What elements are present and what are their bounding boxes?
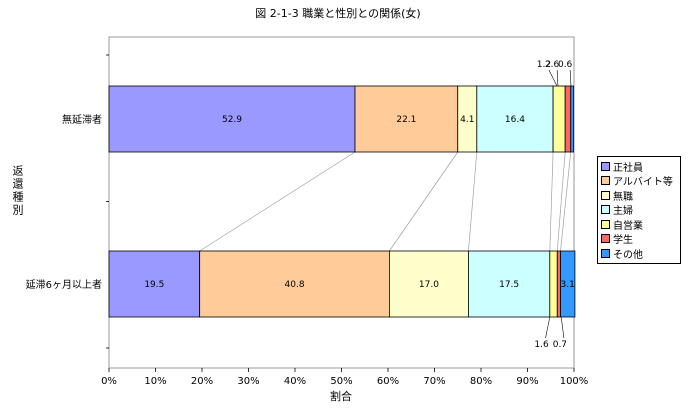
series-line xyxy=(468,151,478,252)
data-label: 0.7 xyxy=(553,340,567,350)
bar-segment xyxy=(468,250,551,318)
legend-swatch xyxy=(601,190,610,200)
legend-item: 学生 xyxy=(601,232,677,247)
x-tick-label: 70% xyxy=(423,376,445,387)
category-label: 延滞6ヶ月以上者 xyxy=(26,279,102,291)
bar-segment xyxy=(560,250,576,318)
x-axis-title: 割合 xyxy=(330,389,352,403)
legend-swatch xyxy=(601,161,610,171)
series-line xyxy=(389,151,459,252)
legend-swatch xyxy=(601,248,610,258)
legend-label: 自営業 xyxy=(613,220,643,232)
data-label: 17.0 xyxy=(419,280,439,290)
chart-title: 図 2-1-3 職業と性別との関係(女) xyxy=(255,6,420,20)
legend-item: アルバイト等 xyxy=(601,174,677,189)
series-line xyxy=(549,151,554,252)
bar-segment xyxy=(552,85,566,153)
legend-item: 正社員 xyxy=(601,159,677,174)
bar-segment xyxy=(564,85,572,153)
x-tick-label: 40% xyxy=(284,376,306,387)
legend-label: アルバイト等 xyxy=(613,177,673,189)
x-tick-label: 0% xyxy=(101,376,117,387)
series-line xyxy=(560,151,572,252)
data-label: 40.8 xyxy=(285,280,305,290)
data-label: 22.1 xyxy=(396,115,416,125)
x-tick-label: 80% xyxy=(470,376,492,387)
x-tick-label: 100% xyxy=(560,376,589,387)
x-tick-label: 60% xyxy=(377,376,399,387)
data-label: 52.9 xyxy=(222,115,242,125)
legend-item: 主婦 xyxy=(601,203,677,218)
series-line xyxy=(199,151,356,252)
data-label: 16.4 xyxy=(505,115,525,125)
bar-segment xyxy=(108,85,356,153)
legend-label: 正社員 xyxy=(613,162,643,174)
bar-segment xyxy=(388,250,469,318)
legend-swatch xyxy=(601,176,610,186)
bar-segment xyxy=(108,250,201,318)
legend-label: その他 xyxy=(613,249,643,261)
legend-item: 自営業 xyxy=(601,217,677,232)
data-label: 1.6 xyxy=(534,340,549,350)
x-tick-label: 50% xyxy=(330,376,352,387)
data-label: 3.1 xyxy=(561,280,575,290)
data-label: 4.1 xyxy=(460,115,474,125)
bar-segment xyxy=(570,85,574,153)
data-label: 2.6 xyxy=(545,60,560,70)
bar-segment xyxy=(549,250,558,318)
legend-swatch xyxy=(601,234,610,244)
x-tick-label: 90% xyxy=(516,376,538,387)
series-line xyxy=(556,151,566,252)
legend-item: その他 xyxy=(601,246,677,261)
data-label: 17.5 xyxy=(499,280,519,290)
legend: 正社員アルバイト等 無職主婦自営業学生その他 xyxy=(597,156,681,264)
x-tick-label: 30% xyxy=(237,376,259,387)
bar-segment xyxy=(354,85,459,153)
category-label: 無延滞者 xyxy=(62,113,102,126)
legend-label: 学生 xyxy=(613,235,633,247)
legend-swatch xyxy=(601,205,610,215)
data-label: 0.6 xyxy=(558,60,573,70)
legend-label: 無職 xyxy=(613,191,633,203)
bar-segment xyxy=(199,250,390,318)
data-label: 1.2 xyxy=(537,60,551,70)
x-tick-label: 20% xyxy=(191,376,213,387)
x-tick-label: 10% xyxy=(144,376,166,387)
legend-label: 主婦 xyxy=(613,206,633,218)
legend-swatch xyxy=(601,219,610,229)
legend-item: 無職 xyxy=(601,188,677,203)
data-label: 19.5 xyxy=(144,280,164,290)
y-axis-title: 返還種別 xyxy=(13,165,24,217)
